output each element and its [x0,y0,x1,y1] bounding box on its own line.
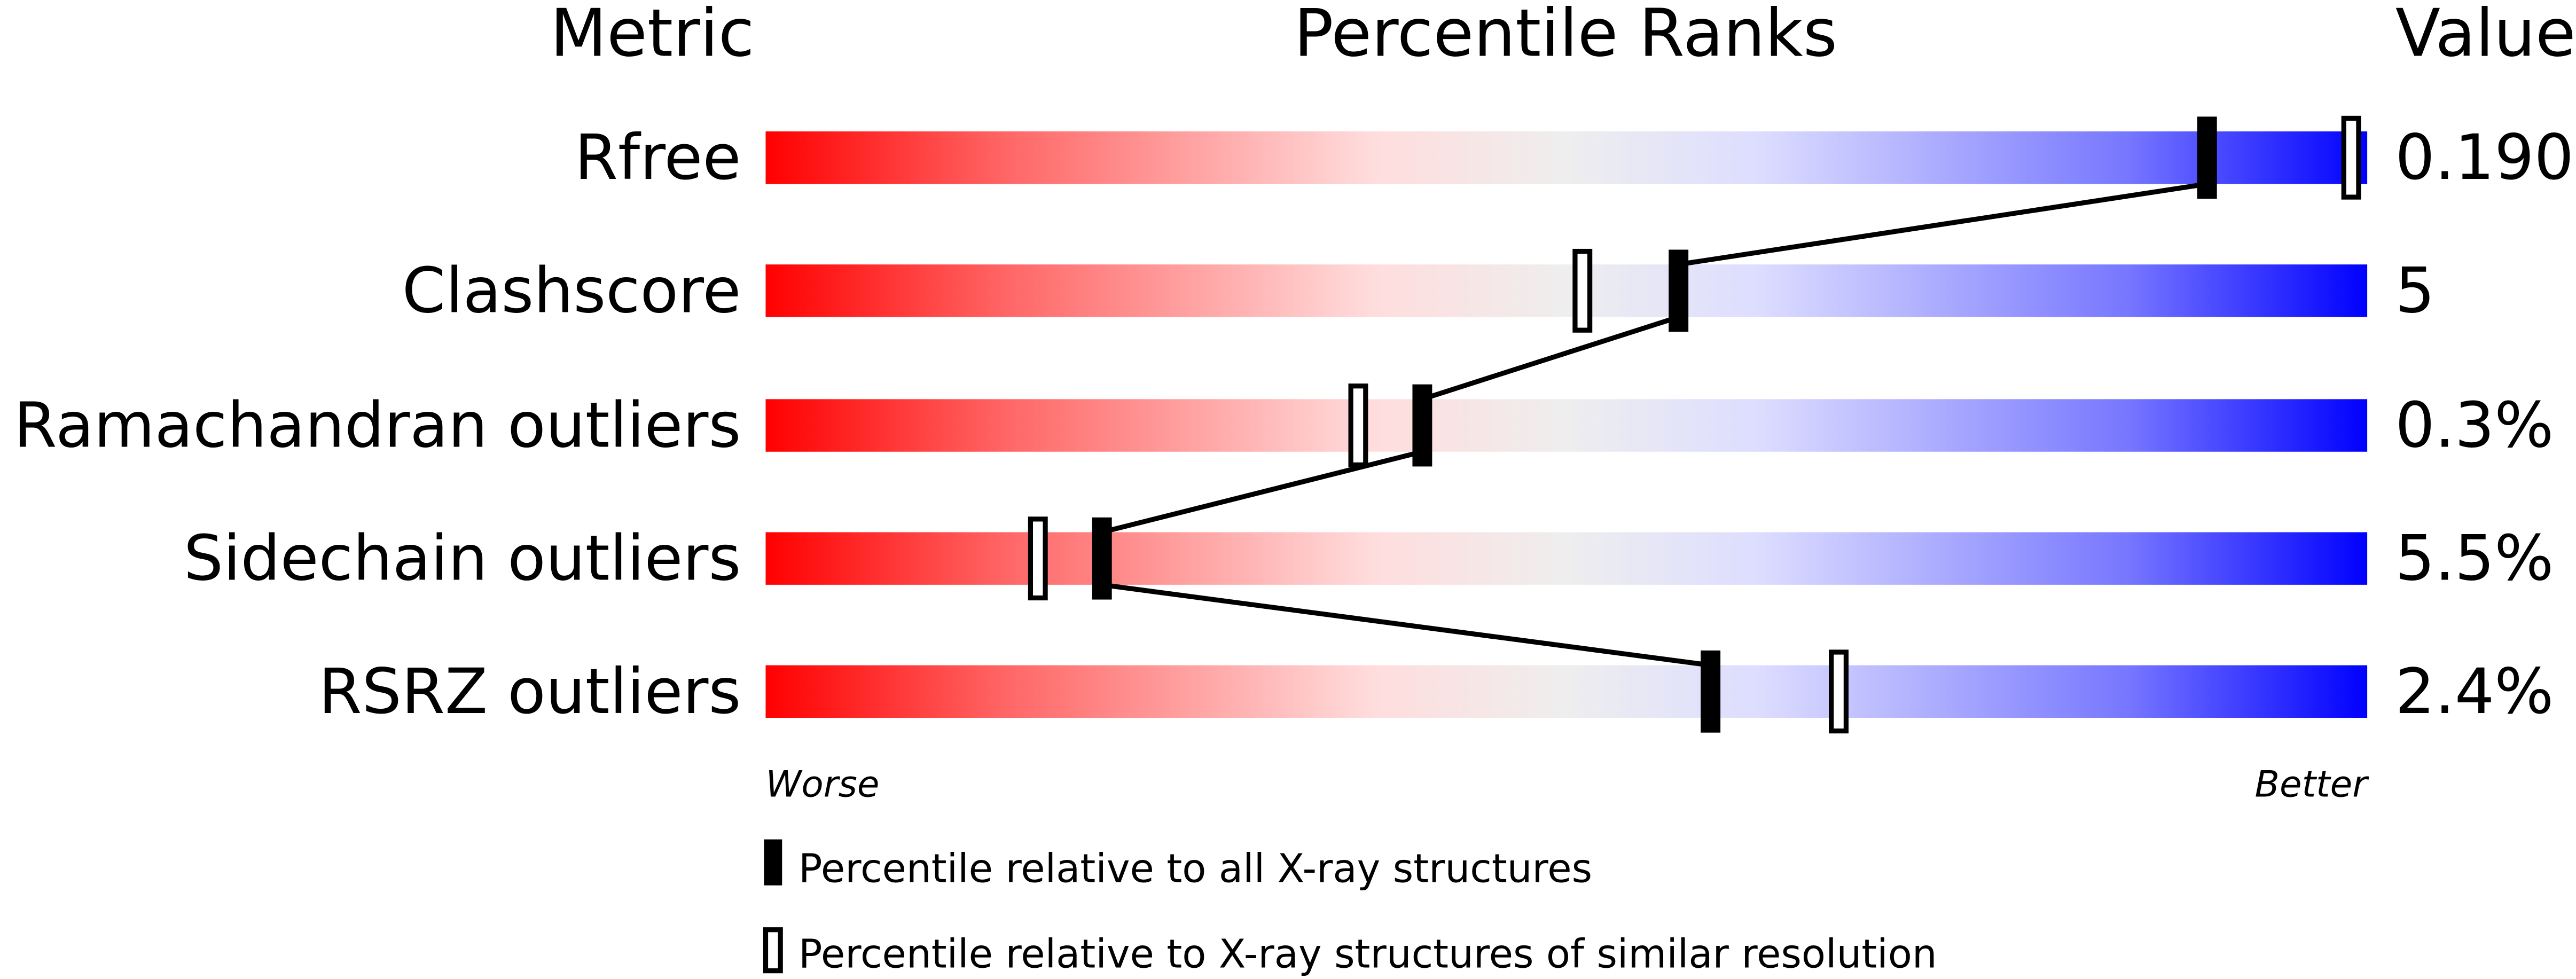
filled-marker-rfree [2197,116,2217,199]
hollow-marker-rsrz-outliers [1829,649,1849,734]
metric-label-rsrz-outliers: RSRZ outliers [318,655,741,728]
metric-label-ramachandran-outliers: Ramachandran outliers [13,389,741,462]
metric-label-clashscore: Clashscore [402,254,741,327]
percentile-bar-clashscore [765,264,2368,317]
axis-label-worse: Worse [765,763,879,805]
header-value: Value [2395,0,2576,72]
filled-marker-sidechain-outliers [1092,517,1112,600]
header-percentile: Percentile Ranks [1294,0,1837,72]
filled-marker-ramachandran-outliers [1412,384,1432,467]
legend-filled-marker [764,839,782,886]
filled-marker-clashscore [1669,249,1689,332]
hollow-marker-ramachandran-outliers [1348,383,1368,467]
metric-value-rfree: 0.190 [2395,121,2574,194]
percentile-bar-rsrz-outliers [765,665,2368,718]
metric-label-rfree: Rfree [575,121,741,194]
axis-label-better: Better [2255,763,2370,805]
metric-value-ramachandran-outliers: 0.3% [2395,389,2554,462]
percentile-bar-ramachandran-outliers [765,399,2368,452]
metric-value-sidechain-outliers: 5.5% [2395,522,2554,595]
legend-hollow-marker [763,927,783,974]
percentile-bar-rfree [765,131,2368,184]
metric-value-rsrz-outliers: 2.4% [2395,655,2554,728]
header-metric: Metric [550,0,754,72]
percentile-bar-sidechain-outliers [765,532,2368,585]
legend-hollow-label: Percentile relative to X-ray structures … [798,931,1937,977]
legend-filled-label: Percentile relative to all X-ray structu… [798,846,1592,892]
hollow-marker-clashscore [1572,248,1593,333]
hollow-marker-rfree [2341,115,2361,200]
metric-value-clashscore: 5 [2395,254,2434,327]
metric-label-sidechain-outliers: Sidechain outliers [184,522,741,595]
hollow-marker-sidechain-outliers [1028,516,1048,601]
filled-marker-rsrz-outliers [1701,650,1721,733]
